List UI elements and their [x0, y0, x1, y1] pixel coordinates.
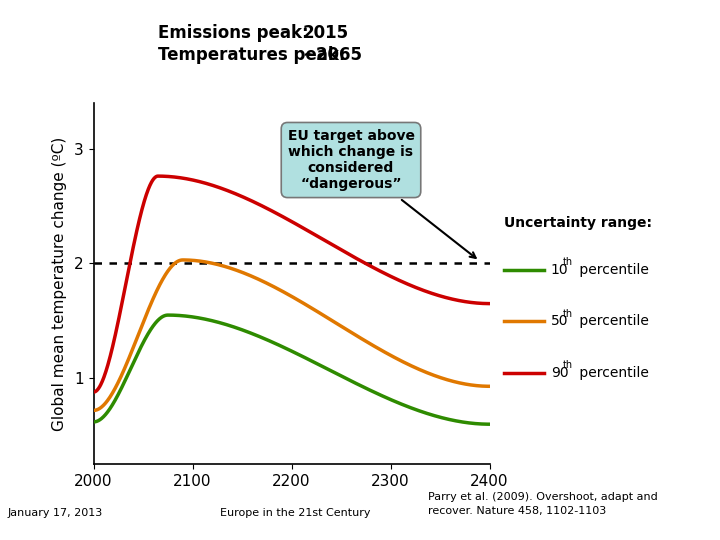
- Text: th: th: [562, 309, 572, 319]
- Text: th: th: [562, 258, 572, 267]
- Text: Emissions peak:: Emissions peak:: [158, 24, 309, 42]
- Text: 10: 10: [551, 263, 568, 277]
- Text: Temperatures peak:: Temperatures peak:: [158, 46, 346, 64]
- Y-axis label: Global mean temperature change (ºC): Global mean temperature change (ºC): [52, 137, 67, 430]
- Text: ~2065: ~2065: [302, 46, 362, 64]
- Text: th: th: [562, 360, 572, 370]
- Text: January 17, 2013: January 17, 2013: [7, 508, 102, 518]
- Text: percentile: percentile: [575, 314, 649, 328]
- Text: 90: 90: [551, 366, 568, 380]
- Text: Europe in the 21st Century: Europe in the 21st Century: [220, 508, 371, 518]
- Text: Parry et al. (2009). Overshoot, adapt and
recover. Nature 458, 1102-1103: Parry et al. (2009). Overshoot, adapt an…: [428, 492, 658, 516]
- Text: 50: 50: [551, 314, 568, 328]
- Text: EU target above
which change is
considered
“dangerous”: EU target above which change is consider…: [287, 129, 476, 258]
- Text: percentile: percentile: [575, 366, 649, 380]
- Text: Uncertainty range:: Uncertainty range:: [504, 216, 652, 230]
- Text: 2015: 2015: [302, 24, 348, 42]
- Text: percentile: percentile: [575, 263, 649, 277]
